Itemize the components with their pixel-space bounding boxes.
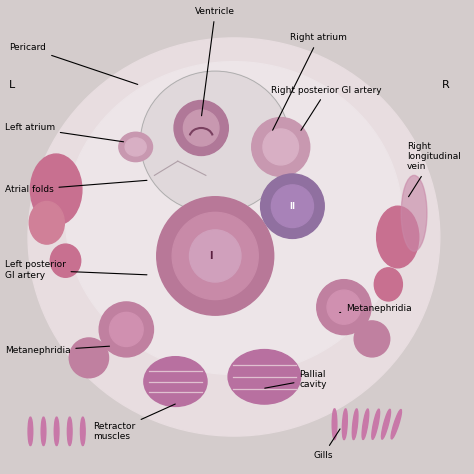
Ellipse shape (332, 409, 337, 440)
Circle shape (252, 118, 310, 176)
Ellipse shape (228, 350, 301, 404)
Ellipse shape (372, 409, 380, 439)
Ellipse shape (391, 410, 401, 439)
Text: Pericard: Pericard (9, 43, 138, 84)
Ellipse shape (41, 417, 46, 446)
Ellipse shape (125, 138, 146, 156)
Ellipse shape (140, 71, 290, 213)
Ellipse shape (29, 201, 64, 244)
Text: R: R (441, 80, 449, 91)
Ellipse shape (81, 417, 85, 446)
Circle shape (190, 230, 241, 282)
Ellipse shape (362, 409, 369, 439)
Ellipse shape (374, 268, 402, 301)
Text: Ventricle: Ventricle (195, 7, 235, 116)
Ellipse shape (119, 132, 153, 162)
Text: Right posterior GI artery: Right posterior GI artery (272, 86, 382, 130)
Text: Right
longitudinal
vein: Right longitudinal vein (407, 142, 461, 197)
Ellipse shape (401, 175, 427, 251)
Circle shape (99, 302, 154, 357)
Circle shape (174, 100, 228, 155)
Text: Gills: Gills (313, 429, 340, 459)
Ellipse shape (377, 206, 419, 268)
Circle shape (109, 312, 143, 346)
Ellipse shape (342, 409, 347, 439)
Text: Metanephridia: Metanephridia (5, 346, 109, 355)
Ellipse shape (65, 62, 402, 374)
Ellipse shape (144, 357, 207, 407)
Circle shape (69, 338, 109, 378)
Circle shape (327, 290, 361, 324)
Circle shape (157, 197, 273, 315)
Circle shape (272, 185, 313, 228)
Circle shape (183, 110, 219, 146)
Circle shape (172, 212, 258, 300)
Ellipse shape (55, 417, 59, 446)
Circle shape (261, 174, 324, 238)
Text: Atrial folds: Atrial folds (5, 180, 147, 194)
Ellipse shape (28, 38, 440, 436)
Ellipse shape (28, 417, 33, 446)
Text: Left atrium: Left atrium (5, 124, 124, 142)
Text: Metanephridia: Metanephridia (340, 304, 412, 312)
Circle shape (317, 280, 371, 335)
Text: I: I (209, 251, 212, 261)
Text: Left posterior
GI artery: Left posterior GI artery (5, 261, 147, 280)
Ellipse shape (67, 417, 72, 446)
Ellipse shape (352, 409, 358, 439)
Text: Retractor
muscles: Retractor muscles (93, 404, 175, 441)
Text: Right atrium: Right atrium (273, 34, 347, 130)
Circle shape (354, 321, 390, 357)
Ellipse shape (50, 244, 81, 277)
Circle shape (263, 129, 299, 165)
Text: L: L (9, 80, 16, 91)
Text: II: II (290, 202, 295, 210)
Text: Pallial
cavity: Pallial cavity (265, 370, 327, 389)
Ellipse shape (382, 410, 391, 439)
Ellipse shape (30, 154, 82, 225)
